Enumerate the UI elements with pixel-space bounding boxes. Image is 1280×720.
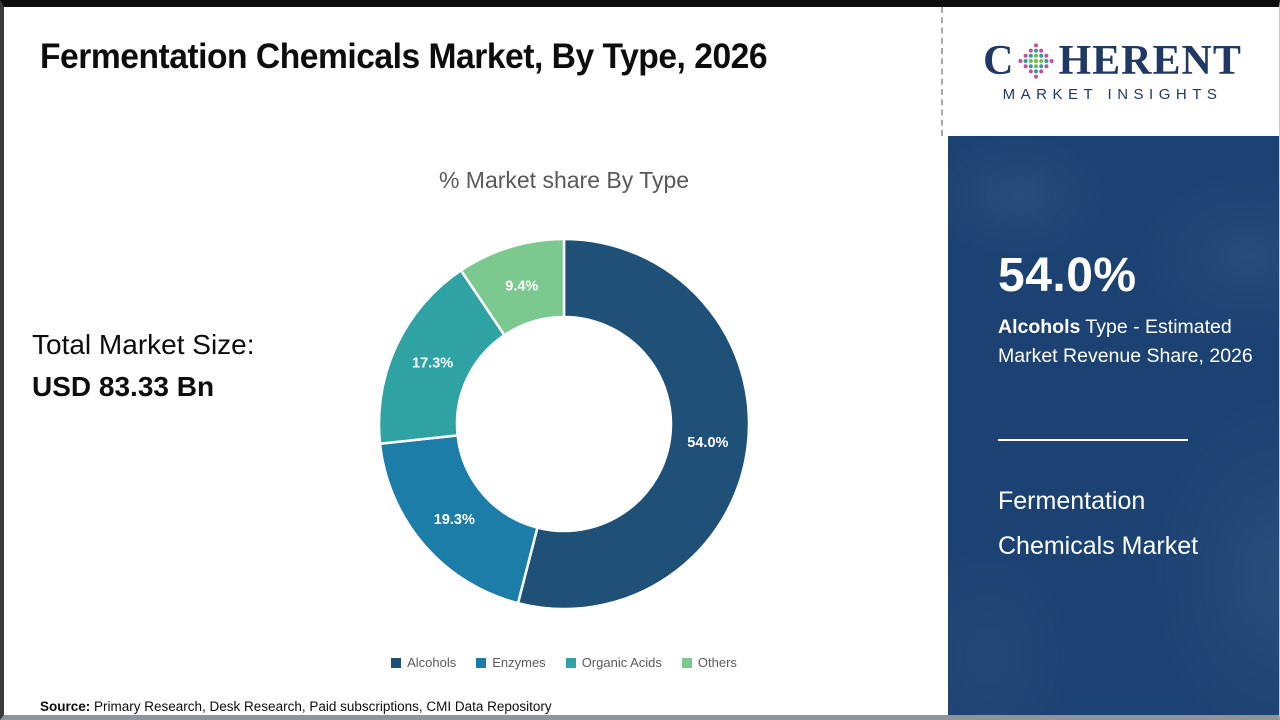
legend-item-alcohols: Alcohols: [391, 655, 456, 670]
logo-dot: [1034, 53, 1039, 58]
report-name: Fermentation Chemicals Market: [998, 487, 1199, 560]
slice-data-label: 54.0%: [687, 435, 728, 451]
highlight-sidebar: 54.0% Alcohols Type - Estimated Market R…: [948, 136, 1279, 715]
source-label: Source:: [40, 699, 91, 714]
source-note: Source: Primary Research, Desk Research,…: [40, 699, 552, 714]
legend-swatch: [681, 657, 692, 668]
legend-label: Others: [697, 655, 737, 670]
chart-legend: Alcohols Enzymes Organic Acids Others: [334, 655, 794, 670]
logo-dot: [1050, 59, 1055, 63]
header-dashed-divider: [941, 7, 943, 136]
stat-segment-name: Alcohols: [998, 316, 1081, 338]
legend-label: Alcohols: [407, 655, 457, 670]
sidebar-divider-line: [998, 439, 1188, 441]
legend-swatch: [476, 657, 487, 668]
logo-dot: [1024, 59, 1029, 63]
logo-dot: [1034, 69, 1039, 74]
stat-description-rest: Type - Estimated Market Revenue Share, 2…: [998, 316, 1253, 367]
logo-dot: [1034, 74, 1039, 79]
donut-chart-svg: 54.0% 19.3% 17.3% 9.4%: [377, 237, 751, 611]
total-market-label: Total Market Size:: [32, 329, 255, 360]
slice-data-label: 9.4%: [505, 278, 538, 294]
slice-data-label: 17.3%: [412, 356, 453, 372]
legend-label: Organic Acids: [581, 655, 662, 670]
total-market-size: Total Market Size: USD 83.33 Bn: [32, 329, 255, 403]
logo-dot: [1034, 43, 1039, 48]
logo-dot: [1024, 64, 1029, 69]
logo-dot: [1044, 64, 1049, 69]
legend-swatch: [565, 657, 576, 668]
logo-dot: [1034, 48, 1039, 53]
company-logo: C HERENT MARKET INSIGHTS: [948, 7, 1277, 136]
logo-wordmark: C HERENT: [983, 40, 1242, 82]
logo-dot: [1039, 64, 1044, 69]
headline-stat-description: Alcohols Type - Estimated Market Revenue…: [998, 313, 1258, 371]
page-title: Fermentation Chemicals Market, By Type, …: [40, 37, 768, 76]
legend-item-organic-acids: Organic Acids: [565, 655, 662, 670]
logo-dot: [1044, 53, 1049, 58]
slice-data-label: 19.3%: [434, 512, 475, 528]
donut-slice-alcohols: [516, 237, 751, 611]
donut-chart: 54.0% 19.3% 17.3% 9.4%: [374, 229, 754, 619]
logo-subtitle: MARKET INSIGHTS: [1002, 86, 1223, 103]
donut-slice-others: [459, 237, 566, 337]
legend-swatch: [391, 657, 402, 668]
logo-dot: [1024, 53, 1029, 58]
logo-dot: [1034, 64, 1039, 69]
logo-dot: [1029, 48, 1034, 53]
headline-stat-value: 54.0%: [998, 249, 1137, 302]
legend-item-enzymes: Enzymes: [476, 655, 546, 670]
logo-dot: [1029, 69, 1034, 74]
logo-letter-c: C: [983, 38, 1015, 84]
logo-dot: [1039, 69, 1044, 74]
logo-dot: [1039, 48, 1044, 53]
logo-dot: [1029, 64, 1034, 69]
logo-dot: [1044, 59, 1049, 63]
logo-dot: [1029, 53, 1034, 58]
logo-dot: [1039, 59, 1044, 63]
legend-label: Enzymes: [492, 655, 546, 670]
logo-dotted-o-icon: [1018, 43, 1055, 79]
logo-word-rest: HERENT: [1058, 38, 1242, 84]
total-market-value: USD 83.33 Bn: [32, 371, 215, 402]
source-text: Primary Research, Desk Research, Paid su…: [90, 699, 552, 714]
logo-dot: [1018, 59, 1023, 63]
logo-dot: [1039, 53, 1044, 58]
logo-dot: [1034, 59, 1039, 63]
legend-item-others: Others: [681, 655, 737, 670]
chart-title: % Market share By Type: [438, 167, 690, 193]
logo-dot: [1029, 59, 1034, 63]
